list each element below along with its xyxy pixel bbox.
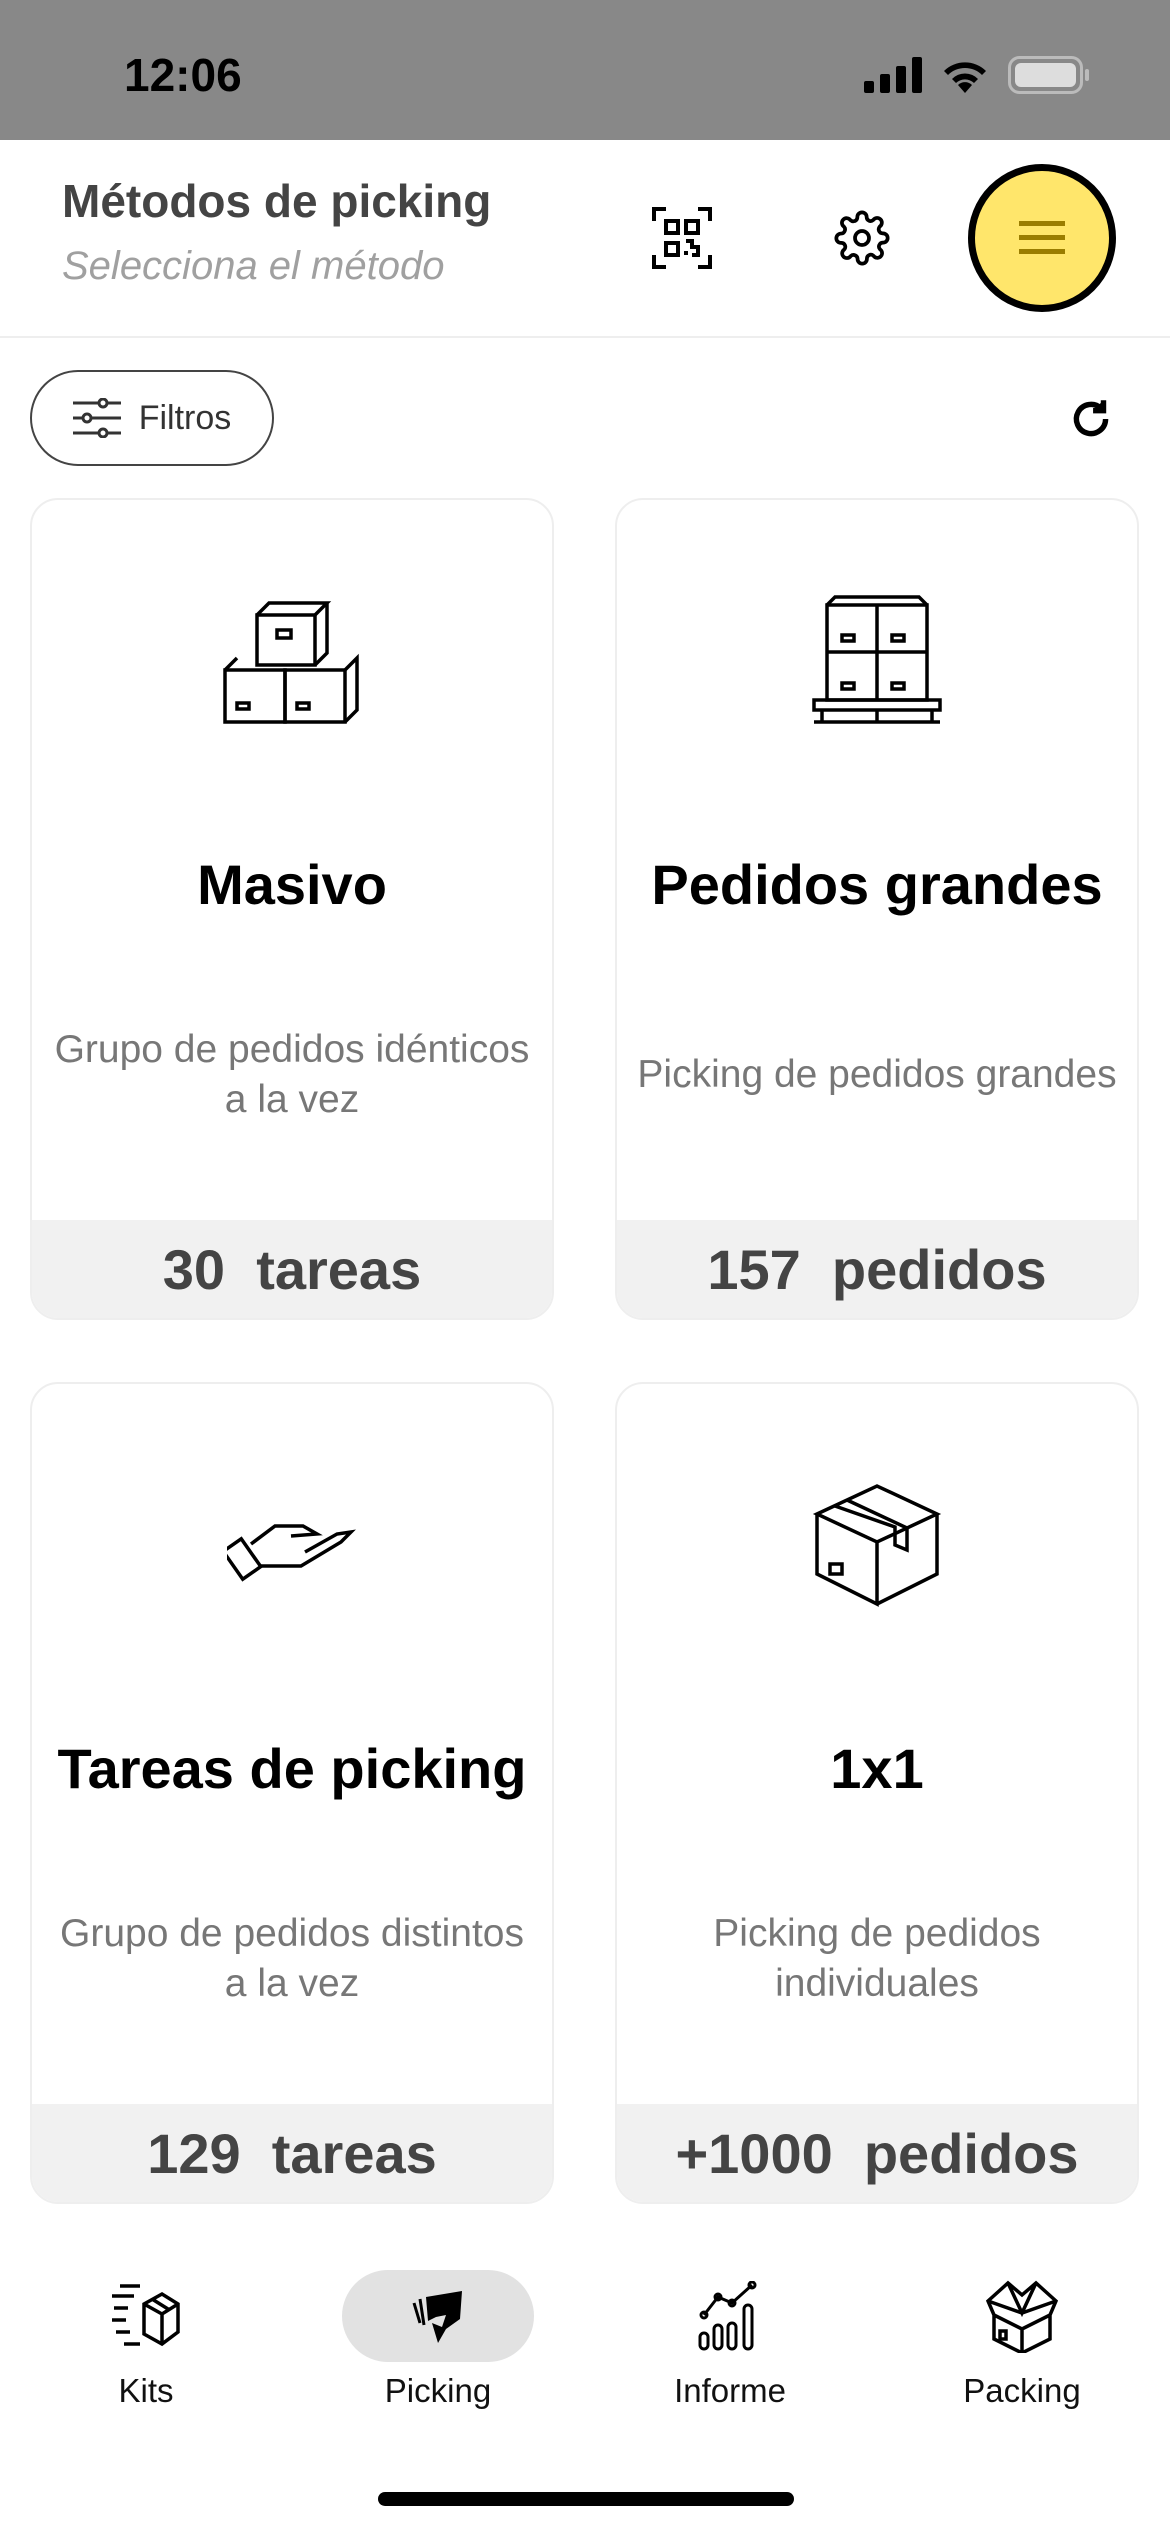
hamburger-icon bbox=[1019, 221, 1065, 254]
sliders-icon bbox=[72, 398, 121, 438]
nav-label: Picking bbox=[384, 2372, 492, 2409]
nav-label: Informe bbox=[674, 2372, 786, 2409]
box-icon bbox=[617, 1474, 1137, 1614]
method-card-tareas-de-picking[interactable]: Tareas de picking Grupo de pedidos disti… bbox=[30, 1382, 554, 2204]
nav-informe[interactable]: Informe bbox=[584, 2270, 876, 2410]
refresh-icon bbox=[1073, 400, 1109, 437]
card-title: Tareas de picking bbox=[57, 1737, 527, 1800]
signal-icon bbox=[864, 57, 922, 93]
card-description: Grupo de pedidos distintos a la vez bbox=[60, 1912, 524, 2005]
status-bar: 12:06 bbox=[0, 0, 1170, 140]
chart-icon bbox=[634, 2270, 826, 2362]
gear-icon bbox=[834, 210, 890, 266]
card-count: 157 pedidos bbox=[617, 1220, 1137, 1318]
hand-picking-icon bbox=[342, 2270, 534, 2362]
nav-packing[interactable]: Packing bbox=[876, 2270, 1168, 2410]
method-card-masivo[interactable]: Masivo Grupo de pedidos idénticos a la v… bbox=[30, 498, 554, 1320]
card-title: 1x1 bbox=[830, 1737, 924, 1800]
battery-icon bbox=[1008, 56, 1089, 94]
fast-box-icon bbox=[50, 2270, 242, 2362]
card-count: 30 tareas bbox=[32, 1220, 552, 1318]
nav-label: Kits bbox=[118, 2372, 174, 2409]
card-description: Grupo de pedidos idénticos a la vez bbox=[54, 1028, 530, 1121]
open-hand-icon bbox=[32, 1474, 552, 1614]
card-title: Pedidos grandes bbox=[651, 853, 1103, 916]
home-indicator[interactable] bbox=[378, 2492, 794, 2506]
card-count: 129 tareas bbox=[32, 2104, 552, 2202]
filters-label: Filtros bbox=[138, 398, 232, 437]
qr-code-icon bbox=[652, 207, 712, 269]
nav-label: Packing bbox=[963, 2372, 1081, 2409]
qr-scan-button[interactable] bbox=[646, 202, 718, 274]
wifi-icon bbox=[944, 62, 986, 93]
method-card-1x1[interactable]: 1x1 Picking de pedidos individuales +100… bbox=[615, 1382, 1139, 2204]
refresh-button[interactable] bbox=[1066, 394, 1116, 444]
nav-kits[interactable]: Kits bbox=[0, 2270, 292, 2410]
card-description: Picking de pedidos individuales bbox=[713, 1912, 1041, 2005]
method-card-pedidos-grandes[interactable]: Pedidos grandes Picking de pedidos grand… bbox=[615, 498, 1139, 1320]
page-title: Métodos de picking bbox=[62, 175, 492, 227]
card-title: Masivo bbox=[197, 853, 387, 916]
status-time: 12:06 bbox=[124, 49, 242, 101]
pallet-boxes-icon bbox=[617, 590, 1137, 730]
card-count: +1000 pedidos bbox=[617, 2104, 1137, 2202]
menu-button[interactable] bbox=[968, 164, 1116, 312]
card-description: Picking de pedidos grandes bbox=[637, 1053, 1117, 1096]
nav-picking[interactable]: Picking bbox=[292, 2270, 584, 2410]
page-subtitle: Selecciona el método bbox=[62, 244, 445, 288]
stacked-boxes-icon bbox=[32, 590, 552, 730]
open-box-icon bbox=[926, 2270, 1118, 2362]
header: Métodos de picking Selecciona el método bbox=[0, 140, 1170, 338]
settings-button[interactable] bbox=[826, 202, 898, 274]
filters-button[interactable]: Filtros bbox=[30, 370, 274, 466]
